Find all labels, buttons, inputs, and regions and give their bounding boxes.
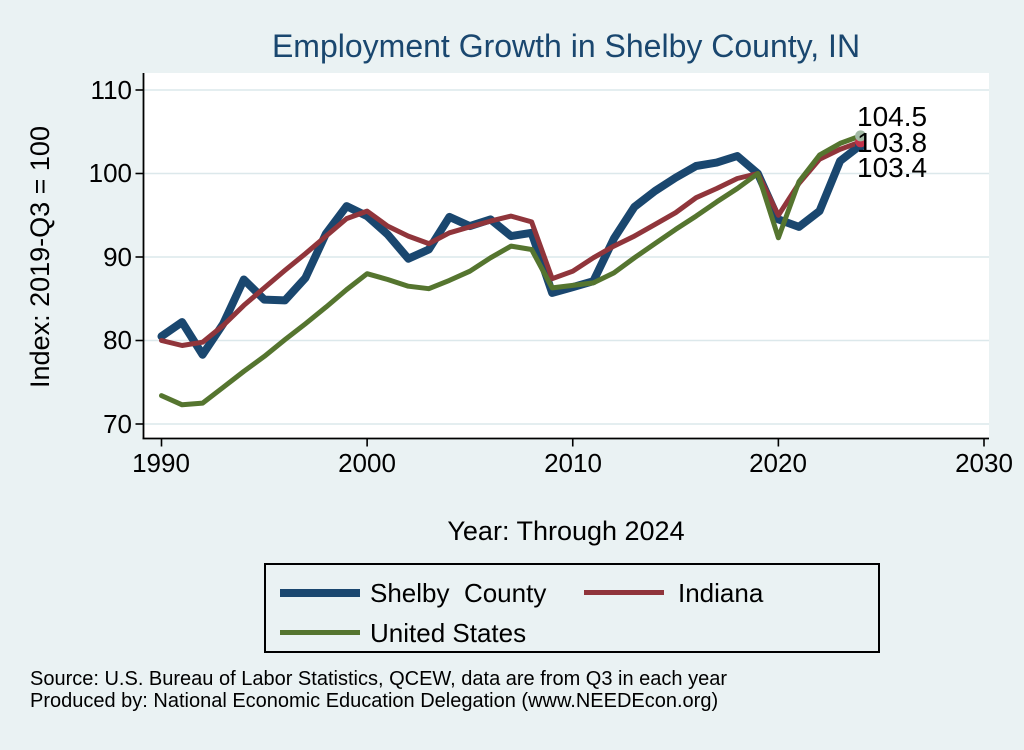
page-title: Employment Growth in Shelby County, IN [271, 28, 861, 64]
end-label-united-states: 104.5 [857, 101, 928, 132]
legend-label-shelby-county: Shelby County [370, 578, 547, 608]
legend-swatch-united-states [280, 630, 360, 635]
legend-swatch-indiana [584, 590, 664, 595]
y-tick-label-80: 80 [103, 325, 132, 355]
y-tick-label-70: 70 [103, 409, 132, 439]
y-axis-title: Index: 2019-Q3 = 100 [25, 126, 55, 388]
x-axis-title: Year: Through 2024 [447, 516, 685, 546]
legend-label-united-states: United States [370, 618, 527, 648]
legend: Shelby County Indiana United States [264, 563, 880, 653]
source-note: Source: U.S. Bureau of Labor Statistics,… [30, 668, 727, 690]
x-tick-label-2020: 2020 [749, 448, 807, 478]
y-tick-label-110: 110 [90, 75, 132, 105]
y-tick-label-90: 90 [103, 242, 132, 272]
x-tick-label-2030: 2030 [955, 448, 1013, 478]
x-tick-label-2010: 2010 [544, 448, 602, 478]
y-tick-label-100: 100 [88, 158, 132, 188]
x-tick-label-1990: 1990 [132, 448, 190, 478]
legend-swatch-shelby-county [280, 589, 360, 597]
produced-by-note: Produced by: National Economic Education… [30, 690, 719, 712]
end-label-shelby-county: 103.4 [857, 152, 928, 183]
x-tick-label-2000: 2000 [338, 448, 396, 478]
end-label-indiana: 103.8 [857, 127, 928, 158]
legend-label-indiana: Indiana [678, 578, 764, 608]
